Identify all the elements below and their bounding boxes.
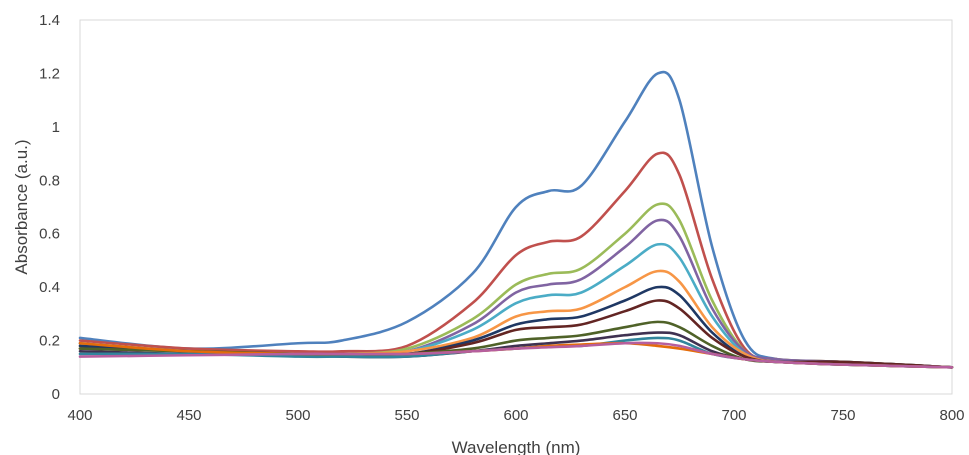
series-layer — [78, 70, 954, 369]
x-tick-label: 800 — [939, 407, 964, 424]
plot-area-frame — [79, 19, 953, 395]
x-tick-label: 650 — [612, 407, 637, 424]
x-tick-label: 500 — [285, 407, 310, 424]
x-tick-label: 600 — [503, 407, 528, 424]
y-axis-title: Absorbance (a.u.) — [12, 139, 31, 274]
series-line-1 — [78, 70, 954, 369]
y-axis-ticks: 0 0.2 0.4 0.6 0.8 1 1.2 1.4 — [39, 12, 60, 403]
series-line-8 — [78, 299, 954, 369]
series-line-2 — [78, 151, 954, 369]
x-axis-title: Wavelength (nm) — [452, 438, 581, 455]
y-tick-label: 0.6 — [39, 226, 60, 243]
x-tick-label: 750 — [830, 407, 855, 424]
x-tick-label: 550 — [394, 407, 419, 424]
y-tick-label: 0 — [52, 386, 60, 403]
y-tick-label: 0.2 — [39, 333, 60, 350]
x-tick-label: 450 — [176, 407, 201, 424]
x-axis-ticks: 400 450 500 550 600 650 700 750 800 — [67, 407, 964, 424]
y-tick-label: 1 — [52, 119, 60, 136]
x-tick-label: 700 — [721, 407, 746, 424]
y-tick-label: 0.8 — [39, 172, 60, 189]
y-tick-label: 1.2 — [39, 65, 60, 82]
y-tick-label: 1.4 — [39, 12, 60, 29]
series-line-13 — [78, 341, 954, 369]
series-line-3 — [78, 202, 954, 369]
x-tick-label: 400 — [67, 407, 92, 424]
y-tick-label: 0.4 — [39, 279, 60, 296]
